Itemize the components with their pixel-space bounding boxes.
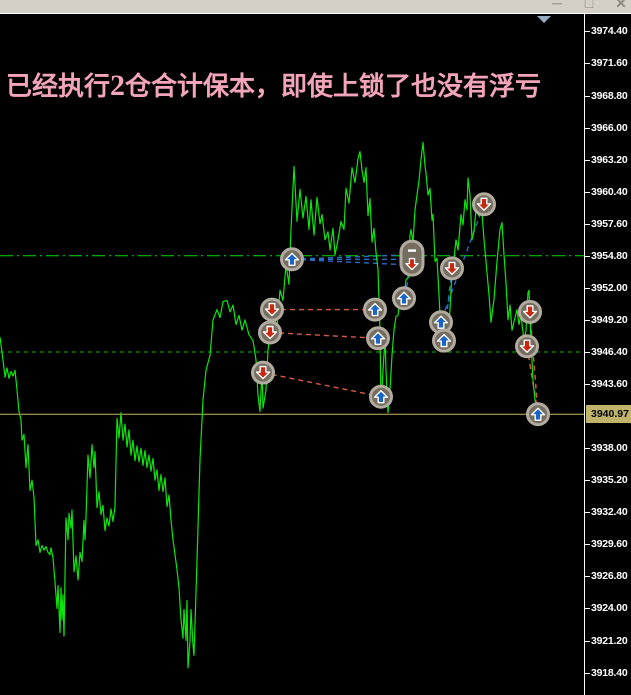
- chart-comment-text: 已经执行2仓合计保本，即使上锁了也没有浮亏: [6, 66, 626, 103]
- axis-price-label: 3971.60: [585, 57, 628, 69]
- axis-tick: [585, 640, 590, 642]
- axis-tick: [585, 223, 590, 225]
- trade-marker-close_capsule[interactable]: [399, 239, 425, 277]
- buy-arrow-icon: [284, 252, 300, 267]
- axis-tick: [585, 351, 590, 353]
- trade-marker-buy[interactable]: [366, 326, 390, 351]
- window-titlebar[interactable]: ─ □ ✕: [0, 0, 631, 13]
- axis-tick: [585, 447, 590, 449]
- axis-price-label: 3946.40: [585, 346, 628, 358]
- trade-marker-buy[interactable]: [369, 384, 393, 409]
- chart-frame: 3940.97 3974.40 3971.60 3968.80 3966.00 3963…: [0, 13, 631, 695]
- axis-price-label: 3918.40: [585, 667, 628, 679]
- comment-bold-number: 2: [110, 69, 126, 102]
- buy-arrow-icon: [370, 331, 386, 345]
- sell-arrow-icon: [405, 257, 419, 271]
- trade-line-sell: [529, 311, 539, 414]
- axis-tick: [585, 319, 590, 321]
- axis-price-label: 3926.80: [585, 570, 628, 582]
- trade-marker-buy[interactable]: [280, 247, 304, 272]
- axis-price-label: 3935.20: [585, 474, 628, 486]
- trade-marker-buy[interactable]: [429, 310, 453, 335]
- buy-arrow-icon: [530, 407, 546, 421]
- axis-tick: [585, 30, 590, 32]
- axis-price-label: 3952.00: [585, 282, 628, 294]
- axis-tick: [585, 255, 590, 257]
- trade-marker-sell[interactable]: [260, 297, 284, 322]
- price-chart-svg[interactable]: [0, 14, 584, 695]
- buy-arrow-icon: [367, 302, 383, 317]
- axis-tick: [585, 607, 590, 609]
- trade-marker-sell[interactable]: [258, 320, 282, 345]
- trade-marker-buy[interactable]: [392, 286, 416, 311]
- axis-tick: [585, 62, 590, 64]
- chart-plot-area[interactable]: [0, 14, 584, 695]
- comment-suffix: 仓合计保本，即使上锁了也没有浮亏: [125, 72, 542, 101]
- trade-line-sell: [262, 371, 382, 398]
- maximize-icon[interactable]: □: [584, 0, 594, 11]
- axis-tick: [585, 672, 590, 674]
- axis-price-label: 3949.20: [585, 314, 628, 326]
- axis-tick: [585, 191, 590, 193]
- chart-shift-triangle-icon[interactable]: [537, 16, 551, 23]
- axis-price-label: 3954.80: [585, 250, 628, 262]
- window-controls: ─ □ ✕: [549, 0, 629, 12]
- current-price-box: 3940.97: [586, 405, 631, 423]
- minimize-icon[interactable]: ─: [552, 0, 562, 11]
- axis-price-label: 3932.40: [585, 506, 628, 518]
- comment-prefix: 已经执行: [6, 72, 111, 101]
- sell-arrow-icon: [476, 197, 492, 212]
- axis-price-label: 3924.00: [585, 602, 628, 614]
- axis-tick: [585, 159, 590, 161]
- buy-arrow-icon: [373, 390, 389, 404]
- axis-tick: [585, 287, 590, 289]
- sell-arrow-icon: [264, 302, 280, 317]
- trade-marker-sell[interactable]: [440, 256, 464, 281]
- axis-price-label: 3957.60: [585, 218, 628, 230]
- trade-marker-buy[interactable]: [432, 328, 456, 353]
- trade-marker-sell[interactable]: [515, 334, 539, 359]
- price-line: [0, 141, 539, 669]
- buy-arrow-icon: [436, 333, 452, 348]
- axis-price-label: 3921.20: [585, 635, 628, 647]
- axis-price-label: 3960.40: [585, 186, 628, 198]
- axis-tick: [585, 383, 590, 385]
- axis-price-label: 3974.40: [585, 25, 628, 37]
- trade-marker-buy[interactable]: [526, 402, 550, 427]
- axis-price-label: 3929.60: [585, 538, 628, 550]
- axis-price-label: 3968.80: [585, 90, 628, 102]
- sell-arrow-icon: [444, 261, 460, 276]
- axis-price-label: 3963.20: [585, 154, 628, 166]
- axis-tick: [585, 479, 590, 481]
- trade-marker-sell[interactable]: [251, 360, 275, 385]
- trade-marker-sell[interactable]: [472, 192, 496, 217]
- trade-line-buy: [440, 204, 485, 322]
- axis-price-label: 3966.00: [585, 122, 628, 134]
- axis-tick: [585, 95, 590, 97]
- axis-price-label: 3938.00: [585, 442, 628, 454]
- close-icon[interactable]: ✕: [615, 0, 627, 11]
- trade-line-sell: [269, 331, 379, 339]
- price-axis[interactable]: 3940.97 3974.40 3971.60 3968.80 3966.00 3963…: [584, 14, 631, 695]
- axis-price-label: 3943.60: [585, 378, 628, 390]
- trade-marker-buy[interactable]: [363, 297, 387, 322]
- sell-arrow-icon: [262, 325, 278, 340]
- sell-arrow-icon: [519, 339, 535, 353]
- axis-tick: [585, 511, 590, 513]
- trade-line-buy: [291, 254, 411, 260]
- sell-arrow-icon: [522, 305, 538, 319]
- buy-arrow-icon: [396, 291, 412, 305]
- axis-tick: [585, 543, 590, 545]
- sell-arrow-icon: [255, 365, 271, 380]
- trade-line-buy: [291, 258, 411, 266]
- buy-arrow-icon: [433, 315, 449, 329]
- axis-tick: [585, 127, 590, 129]
- axis-tick: [585, 575, 590, 577]
- trade-marker-sell[interactable]: [518, 299, 542, 324]
